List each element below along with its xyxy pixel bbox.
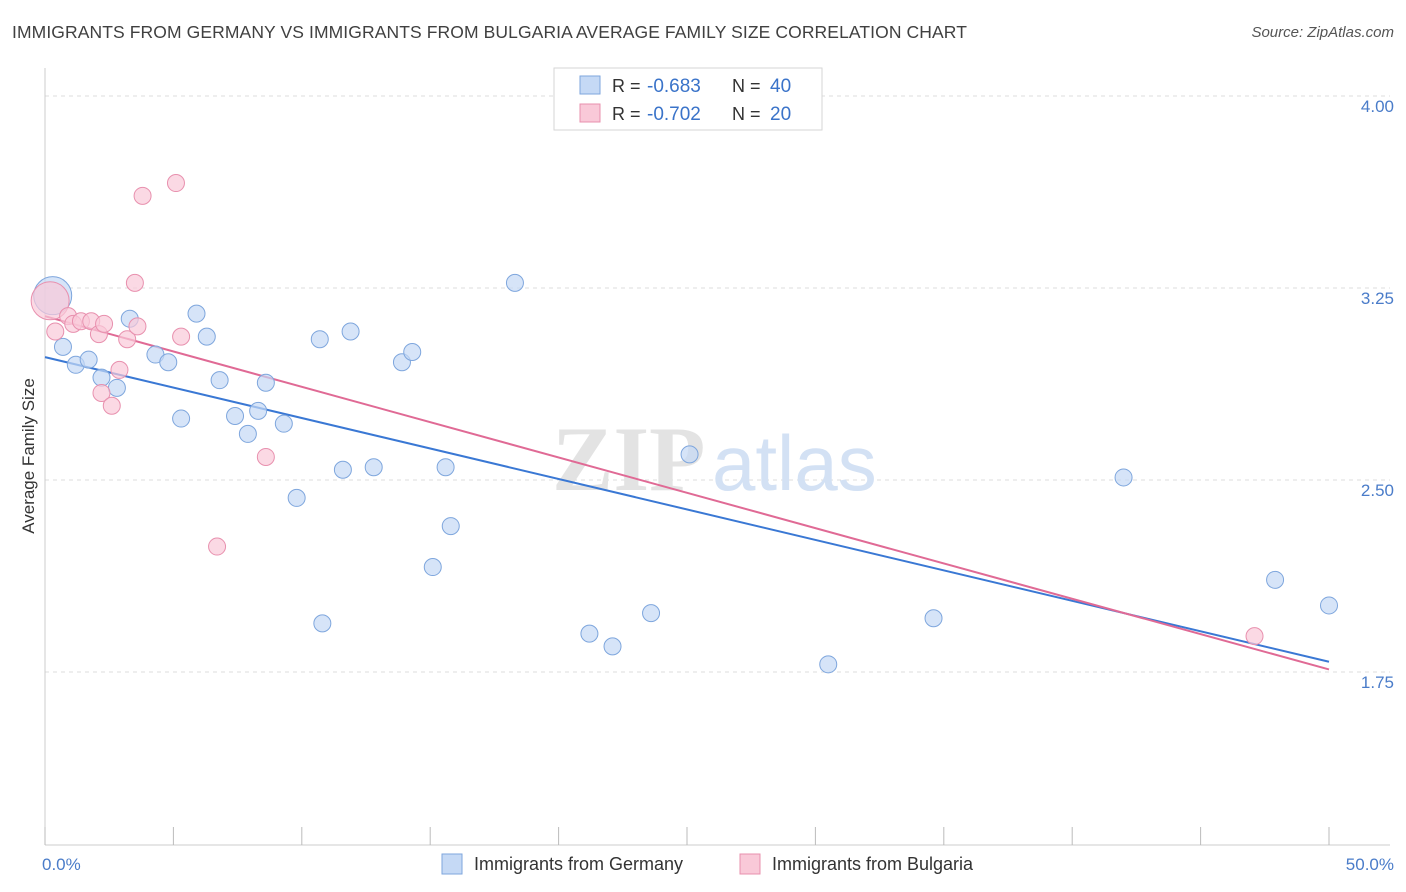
point-bulgaria — [128, 317, 147, 336]
point-germany — [287, 488, 306, 507]
point-germany — [924, 609, 943, 628]
point-germany — [274, 414, 293, 433]
point-bulgaria — [30, 281, 70, 321]
bottom-legend-swatch-bulgaria — [739, 853, 761, 875]
y-tick-labels: 1.75 2.50 3.25 4.00 — [1361, 97, 1394, 692]
point-germany — [436, 458, 455, 477]
point-bulgaria — [102, 396, 121, 415]
y-tick-label: 3.25 — [1361, 289, 1394, 308]
bottom-legend-label-germany: Immigrants from Germany — [474, 854, 683, 874]
data-points — [30, 174, 1338, 674]
point-germany — [580, 624, 599, 643]
point-germany — [1320, 596, 1338, 615]
chart-title: IMMIGRANTS FROM GERMANY VS IMMIGRANTS FR… — [12, 22, 968, 42]
correlation-legend: R = -0.683 N = 40 R = -0.702 N = 20 — [553, 67, 823, 131]
point-bulgaria — [118, 330, 137, 349]
point-germany — [441, 517, 460, 536]
point-germany — [423, 558, 442, 577]
legend-r-label-germany: R = — [612, 76, 641, 96]
watermark: ZIP atlas — [552, 408, 877, 510]
legend-swatch-germany — [579, 75, 601, 95]
trend-line-bulgaria — [44, 315, 1330, 671]
point-germany — [680, 445, 699, 464]
legend-n-value-bulgaria: 20 — [770, 104, 791, 125]
legend-n-value-germany: 40 — [770, 76, 791, 97]
point-bulgaria — [95, 314, 114, 333]
legend-r-value-germany: -0.683 — [647, 76, 701, 97]
legend-r-label-bulgaria: R = — [612, 104, 641, 124]
point-germany — [53, 337, 72, 356]
point-germany — [79, 350, 98, 369]
legend-r-value-bulgaria: -0.702 — [647, 104, 701, 125]
point-bulgaria — [256, 447, 275, 466]
point-bulgaria — [172, 327, 191, 346]
point-germany — [333, 460, 352, 479]
point-germany — [187, 304, 206, 323]
point-bulgaria — [133, 186, 152, 205]
x-tick-label-min: 0.0% — [42, 855, 81, 874]
point-germany — [505, 273, 524, 292]
point-bulgaria — [125, 273, 144, 292]
point-germany — [403, 343, 422, 361]
point-bulgaria — [208, 537, 227, 556]
point-germany — [313, 614, 332, 633]
point-germany — [92, 368, 111, 387]
chart-source: Source: ZipAtlas.com — [1251, 24, 1394, 41]
x-tick-label-max: 50.0% — [1346, 855, 1394, 874]
point-bulgaria — [110, 360, 129, 379]
axes — [44, 68, 1390, 846]
grid-lines — [45, 95, 1390, 673]
point-germany — [364, 458, 383, 477]
series-legend: Immigrants from Germany Immigrants from … — [441, 853, 974, 875]
point-germany — [603, 637, 622, 656]
point-germany — [341, 322, 360, 341]
point-germany — [1266, 570, 1285, 589]
legend-n-label-germany: N = — [732, 76, 761, 96]
point-germany — [238, 424, 257, 443]
point-germany — [1114, 468, 1133, 487]
x-ticks — [44, 827, 1330, 845]
legend-n-label-bulgaria: N = — [732, 104, 761, 124]
watermark-zip: ZIP — [552, 408, 705, 510]
point-germany — [310, 330, 329, 349]
watermark-atlas: atlas — [712, 419, 877, 507]
point-germany — [172, 409, 191, 428]
point-germany — [107, 378, 126, 397]
bottom-legend-label-bulgaria: Immigrants from Bulgaria — [772, 854, 974, 874]
point-bulgaria — [92, 383, 111, 402]
point-bulgaria — [166, 174, 185, 193]
point-germany — [819, 655, 838, 674]
point-germany — [197, 327, 216, 346]
trend-lines — [44, 315, 1330, 671]
y-tick-label: 1.75 — [1361, 673, 1394, 692]
point-germany — [210, 371, 229, 390]
point-germany — [256, 373, 275, 392]
y-tick-label: 2.50 — [1361, 481, 1394, 500]
point-bulgaria — [46, 322, 65, 341]
y-axis-label: Average Family Size — [19, 378, 38, 534]
point-germany — [226, 407, 245, 425]
y-tick-label: 4.00 — [1361, 97, 1394, 116]
point-bulgaria — [1245, 627, 1264, 646]
point-germany — [642, 604, 661, 623]
legend-swatch-bulgaria — [579, 103, 601, 123]
bottom-legend-swatch-germany — [441, 853, 463, 875]
point-germany — [159, 353, 178, 372]
point-germany — [249, 401, 268, 420]
